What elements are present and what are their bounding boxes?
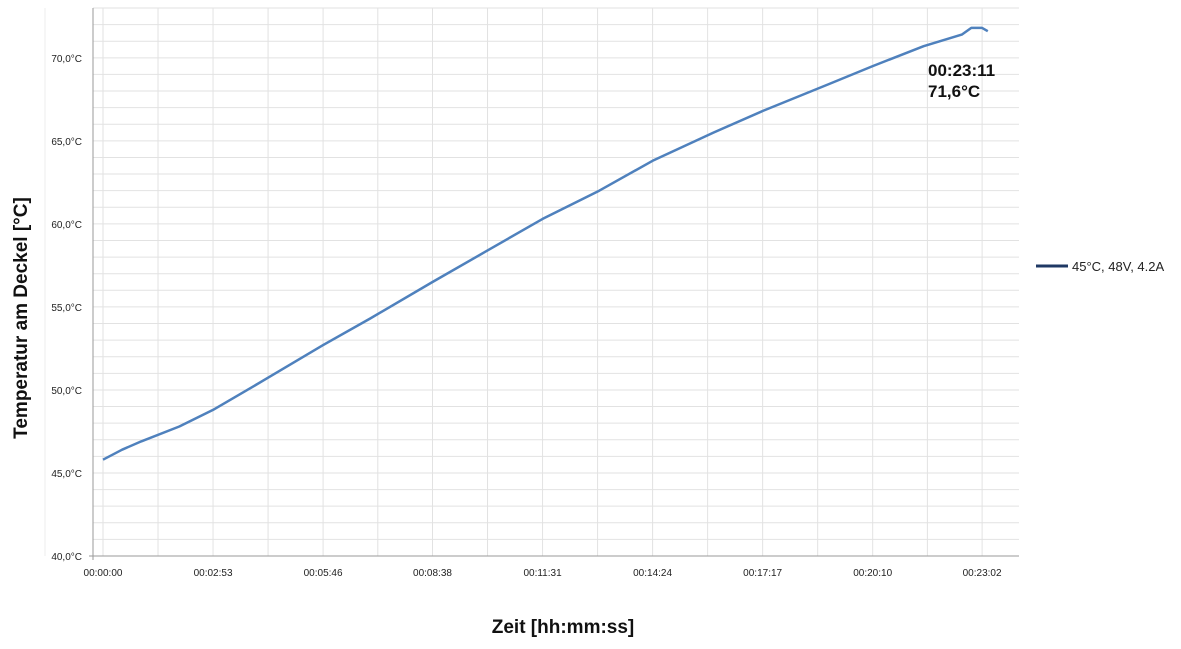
tick-labels: 40,0°C 45,0°C 50,0°C 55,0°C 60,0°C 65,0°C 70,0… <box>51 54 1002 579</box>
y-tick-label: 40,0°C <box>51 552 82 563</box>
y-tick-label: 60,0°C <box>51 220 82 231</box>
annotation: 00:23:11 71,6°C <box>928 61 995 101</box>
annotation-time: 00:23:11 <box>928 61 995 80</box>
series-line <box>102 26 989 461</box>
axes <box>89 8 1019 560</box>
series-layer <box>102 26 989 461</box>
annotation-value: 71,6°C <box>928 82 980 101</box>
legend-label: 45°C, 48V, 4.2A <box>1072 259 1165 274</box>
x-tick-label: 00:17:17 <box>743 568 782 579</box>
y-axis-label: Temperatur am Deckel [°C] <box>11 197 32 439</box>
legend: 45°C, 48V, 4.2A <box>1036 259 1165 274</box>
y-tick-label: 65,0°C <box>51 137 82 148</box>
x-tick-label: 00:20:10 <box>853 568 892 579</box>
x-tick-label: 00:14:24 <box>633 568 672 579</box>
y-tick-label: 50,0°C <box>51 386 82 397</box>
x-tick-label: 00:02:53 <box>194 568 233 579</box>
x-tick-label: 00:05:46 <box>304 568 343 579</box>
x-tick-label: 00:11:31 <box>523 568 562 579</box>
y-tick-label: 70,0°C <box>51 54 82 65</box>
y-tick-label: 45,0°C <box>51 469 82 480</box>
x-tick-label: 00:08:38 <box>413 568 452 579</box>
x-tick-label: 00:00:00 <box>84 568 123 579</box>
gridlines <box>44 7 1019 557</box>
x-tick-label: 00:23:02 <box>963 568 1002 579</box>
x-axis-label: Zeit [hh:mm:ss] <box>492 617 635 638</box>
y-tick-label: 55,0°C <box>51 303 82 314</box>
